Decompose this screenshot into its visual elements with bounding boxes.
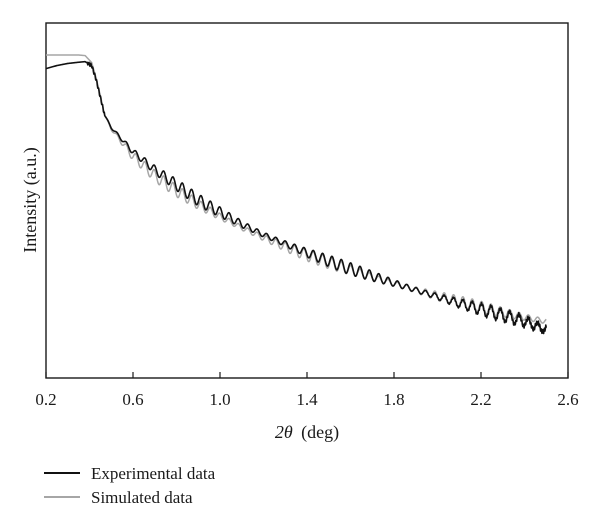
x-axis-variable: 2θ [275, 422, 293, 442]
legend-label-simulated: Simulated data [91, 488, 193, 507]
y-axis-title: Intensity (a.u.) [20, 147, 41, 252]
x-tick-label: 1.4 [296, 390, 318, 409]
x-tick-label: 1.8 [383, 390, 404, 409]
x-tick-label: 1.0 [209, 390, 230, 409]
legend-entry-experimental: Experimental data [44, 464, 216, 483]
plot-frame [45, 22, 569, 379]
legend-entry-simulated: Simulated data [44, 488, 193, 507]
x-tick-label: 0.2 [35, 390, 56, 409]
legend-label-experimental: Experimental data [91, 464, 216, 483]
series-line-simulated [45, 54, 547, 324]
x-tick-label: 0.6 [122, 390, 143, 409]
x-tick-label: 2.6 [557, 390, 578, 409]
x-ticks [45, 372, 569, 378]
x-tick-labels: 0.2 0.6 1.0 1.4 1.8 2.2 2.6 [35, 390, 578, 409]
series-lines [45, 54, 548, 335]
x-axis-unit: (deg) [301, 422, 339, 443]
x-tick-label: 2.2 [470, 390, 491, 409]
x-axis-title: 2θ (deg) [275, 422, 339, 443]
legend: Experimental data Simulated data [44, 464, 216, 507]
series-line-experimental [45, 60, 548, 335]
